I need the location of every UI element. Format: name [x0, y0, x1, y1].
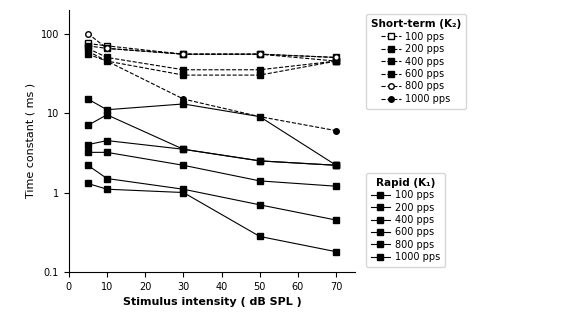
X-axis label: Stimulus intensity ( dB SPL ): Stimulus intensity ( dB SPL )	[123, 297, 301, 307]
Legend: 100 pps, 200 pps, 400 pps, 600 pps, 800 pps, 1000 pps: 100 pps, 200 pps, 400 pps, 600 pps, 800 …	[366, 173, 445, 267]
Y-axis label: Time constant ( ms ): Time constant ( ms )	[25, 83, 35, 198]
